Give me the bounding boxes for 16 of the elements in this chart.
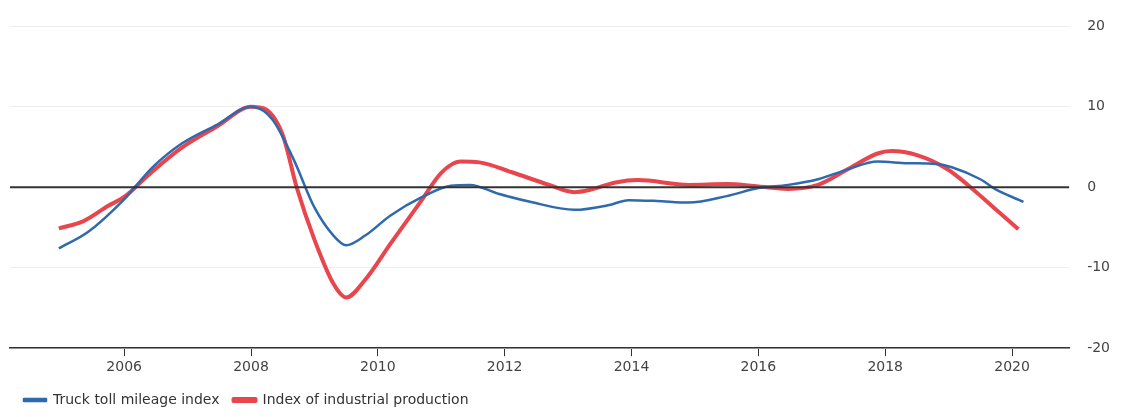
x-tick-label: 2018: [867, 358, 904, 375]
x-tick-label: 2020: [994, 358, 1030, 375]
y-tick-label: 10: [1087, 97, 1105, 114]
line-series: [57, 105, 1025, 250]
x-tick-label: 2008: [233, 358, 269, 375]
y-tick-label: 0: [1087, 177, 1097, 194]
x-tick-label: 2016: [740, 358, 777, 375]
x-tick-label: 2010: [360, 358, 396, 375]
x-tick-label: 2006: [106, 358, 143, 375]
y-tick-label: -20: [1087, 338, 1111, 355]
x-tick-label: 2012: [486, 358, 523, 375]
legend-label: Truck toll mileage index: [52, 390, 220, 407]
y-tick-label: -10: [1087, 258, 1111, 275]
legend-label: Index of industrial production: [262, 390, 469, 407]
y-tick-label: 20: [1087, 17, 1105, 34]
x-tick-label: 2014: [613, 358, 650, 375]
